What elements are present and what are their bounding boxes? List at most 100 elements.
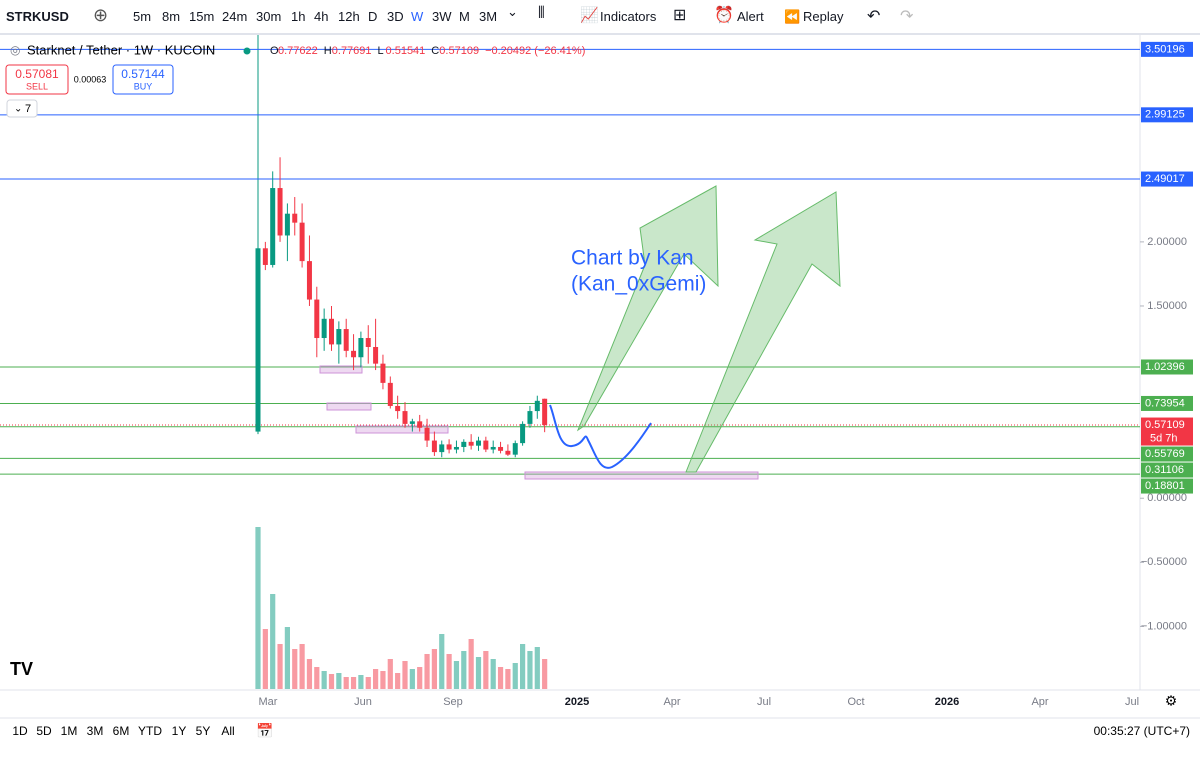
buy-button[interactable] (112, 64, 174, 95)
volume-bar (461, 651, 467, 689)
candle-body (439, 444, 445, 453)
logo: TV (10, 659, 33, 679)
forecast-curve[interactable] (549, 404, 652, 469)
candle-body (387, 382, 393, 406)
interval[interactable]: 8m (162, 9, 181, 24)
buy-label: BUY (134, 81, 153, 91)
interval[interactable]: 15m (189, 9, 215, 24)
volume-bar (343, 677, 349, 689)
settings[interactable]: ⚙ (1165, 693, 1178, 709)
zone[interactable] (326, 402, 372, 411)
add-symbol[interactable]: ⊕ (93, 5, 109, 25)
volume-bar (520, 644, 526, 689)
candle-body (395, 405, 401, 412)
candle-body (255, 248, 261, 432)
volume-bar (336, 673, 342, 689)
date-range[interactable]: 📅 (256, 723, 273, 739)
replay[interactable]: Replay (803, 9, 844, 24)
more-intervals[interactable]: ⌄ (507, 4, 518, 19)
redo[interactable]: ↷ (900, 8, 914, 25)
volume-bar (299, 644, 305, 689)
zone[interactable] (319, 365, 363, 374)
candle-body (262, 248, 268, 265)
range-button[interactable]: 5D (36, 724, 52, 738)
interval[interactable]: 3W (432, 9, 452, 24)
indicators-icon[interactable]: 📈 (580, 7, 599, 24)
volume-bar (490, 659, 496, 689)
volume-bar (417, 667, 423, 689)
volume-bar (270, 594, 276, 689)
zone[interactable] (355, 425, 449, 434)
legend-title[interactable]: Starknet / Tether · 1W · KUCOIN (27, 42, 215, 57)
price-tag-label: 0.73954 (1145, 397, 1185, 409)
price-tag (1141, 395, 1193, 411)
range-button[interactable]: 1Y (172, 724, 187, 738)
layouts[interactable]: ⊞ (673, 7, 687, 24)
volume-bar (350, 677, 357, 689)
candle-body (498, 446, 504, 451)
x-tick-label: Sep (443, 696, 463, 708)
interval[interactable]: 30m (256, 9, 282, 24)
sell-button[interactable] (5, 64, 69, 95)
interval[interactable]: D (368, 9, 378, 24)
ohlc-label: L (378, 45, 384, 57)
range-button[interactable]: 1M (61, 724, 78, 738)
candle-body (534, 400, 540, 412)
interval[interactable]: 12h (338, 9, 360, 24)
x-tick-label: Apr (1031, 696, 1048, 708)
volume-bar (358, 675, 364, 689)
price-tag-label: 1.02396 (1145, 361, 1185, 373)
candle-body (358, 338, 364, 358)
spread: 0.00063 (74, 74, 107, 84)
interval[interactable]: 3M (479, 9, 498, 24)
range-button[interactable]: All (221, 724, 234, 738)
zone[interactable] (524, 471, 759, 480)
undo[interactable]: ↶ (867, 8, 881, 25)
price-tag-label: 2.49017 (1145, 173, 1185, 185)
interval[interactable]: 3D (387, 9, 404, 24)
candle-body (336, 329, 342, 345)
candle-body (321, 318, 327, 339)
chevron: ⌄ (14, 104, 22, 115)
range-button[interactable]: 5Y (196, 724, 211, 738)
price-tag-label: 2.99125 (1145, 109, 1185, 121)
price-tag (1141, 446, 1193, 462)
candle-body (292, 213, 298, 223)
candle-body (431, 440, 437, 453)
replay-icon[interactable]: ⏪ (784, 9, 801, 24)
arrow[interactable] (685, 191, 841, 473)
candle-body (417, 421, 423, 428)
range-button[interactable]: 3M (87, 724, 104, 738)
range-button[interactable]: YTD (138, 724, 162, 738)
price-tag (1141, 462, 1193, 478)
annotation[interactable]: Chart by Kan (571, 247, 694, 270)
range-button[interactable]: 6M (113, 724, 130, 738)
candle-body (314, 299, 320, 339)
candle-body (299, 222, 305, 262)
volume-bar (453, 661, 460, 689)
volume-bar (402, 661, 408, 689)
interval[interactable]: W (411, 9, 424, 24)
chart-type[interactable]: ⫴ (538, 5, 545, 22)
interval[interactable]: 24m (222, 9, 248, 24)
alert-icon[interactable]: ⏰ (714, 7, 734, 24)
symbol[interactable]: STRKUSD (6, 9, 69, 24)
alert[interactable]: Alert (737, 9, 764, 24)
indicators[interactable]: Indicators (600, 9, 657, 24)
status-dot (243, 47, 251, 55)
arrow[interactable] (576, 185, 719, 432)
ohlc-label: H (324, 45, 332, 57)
range-button[interactable]: 1D (12, 724, 28, 738)
interval[interactable]: 5m (133, 9, 152, 24)
candle-body (380, 363, 386, 383)
interval[interactable]: 1h (291, 9, 306, 24)
volume-bar (262, 629, 268, 689)
price-tag-label: 3.50196 (1145, 43, 1185, 55)
volume-bar (328, 674, 335, 689)
indicators-toggle[interactable] (6, 99, 38, 118)
candle-body (505, 450, 511, 455)
annotation[interactable]: (Kan_0xGemi) (571, 273, 706, 296)
interval[interactable]: M (459, 9, 470, 24)
candle-body (468, 441, 474, 446)
interval[interactable]: 4h (314, 9, 329, 24)
